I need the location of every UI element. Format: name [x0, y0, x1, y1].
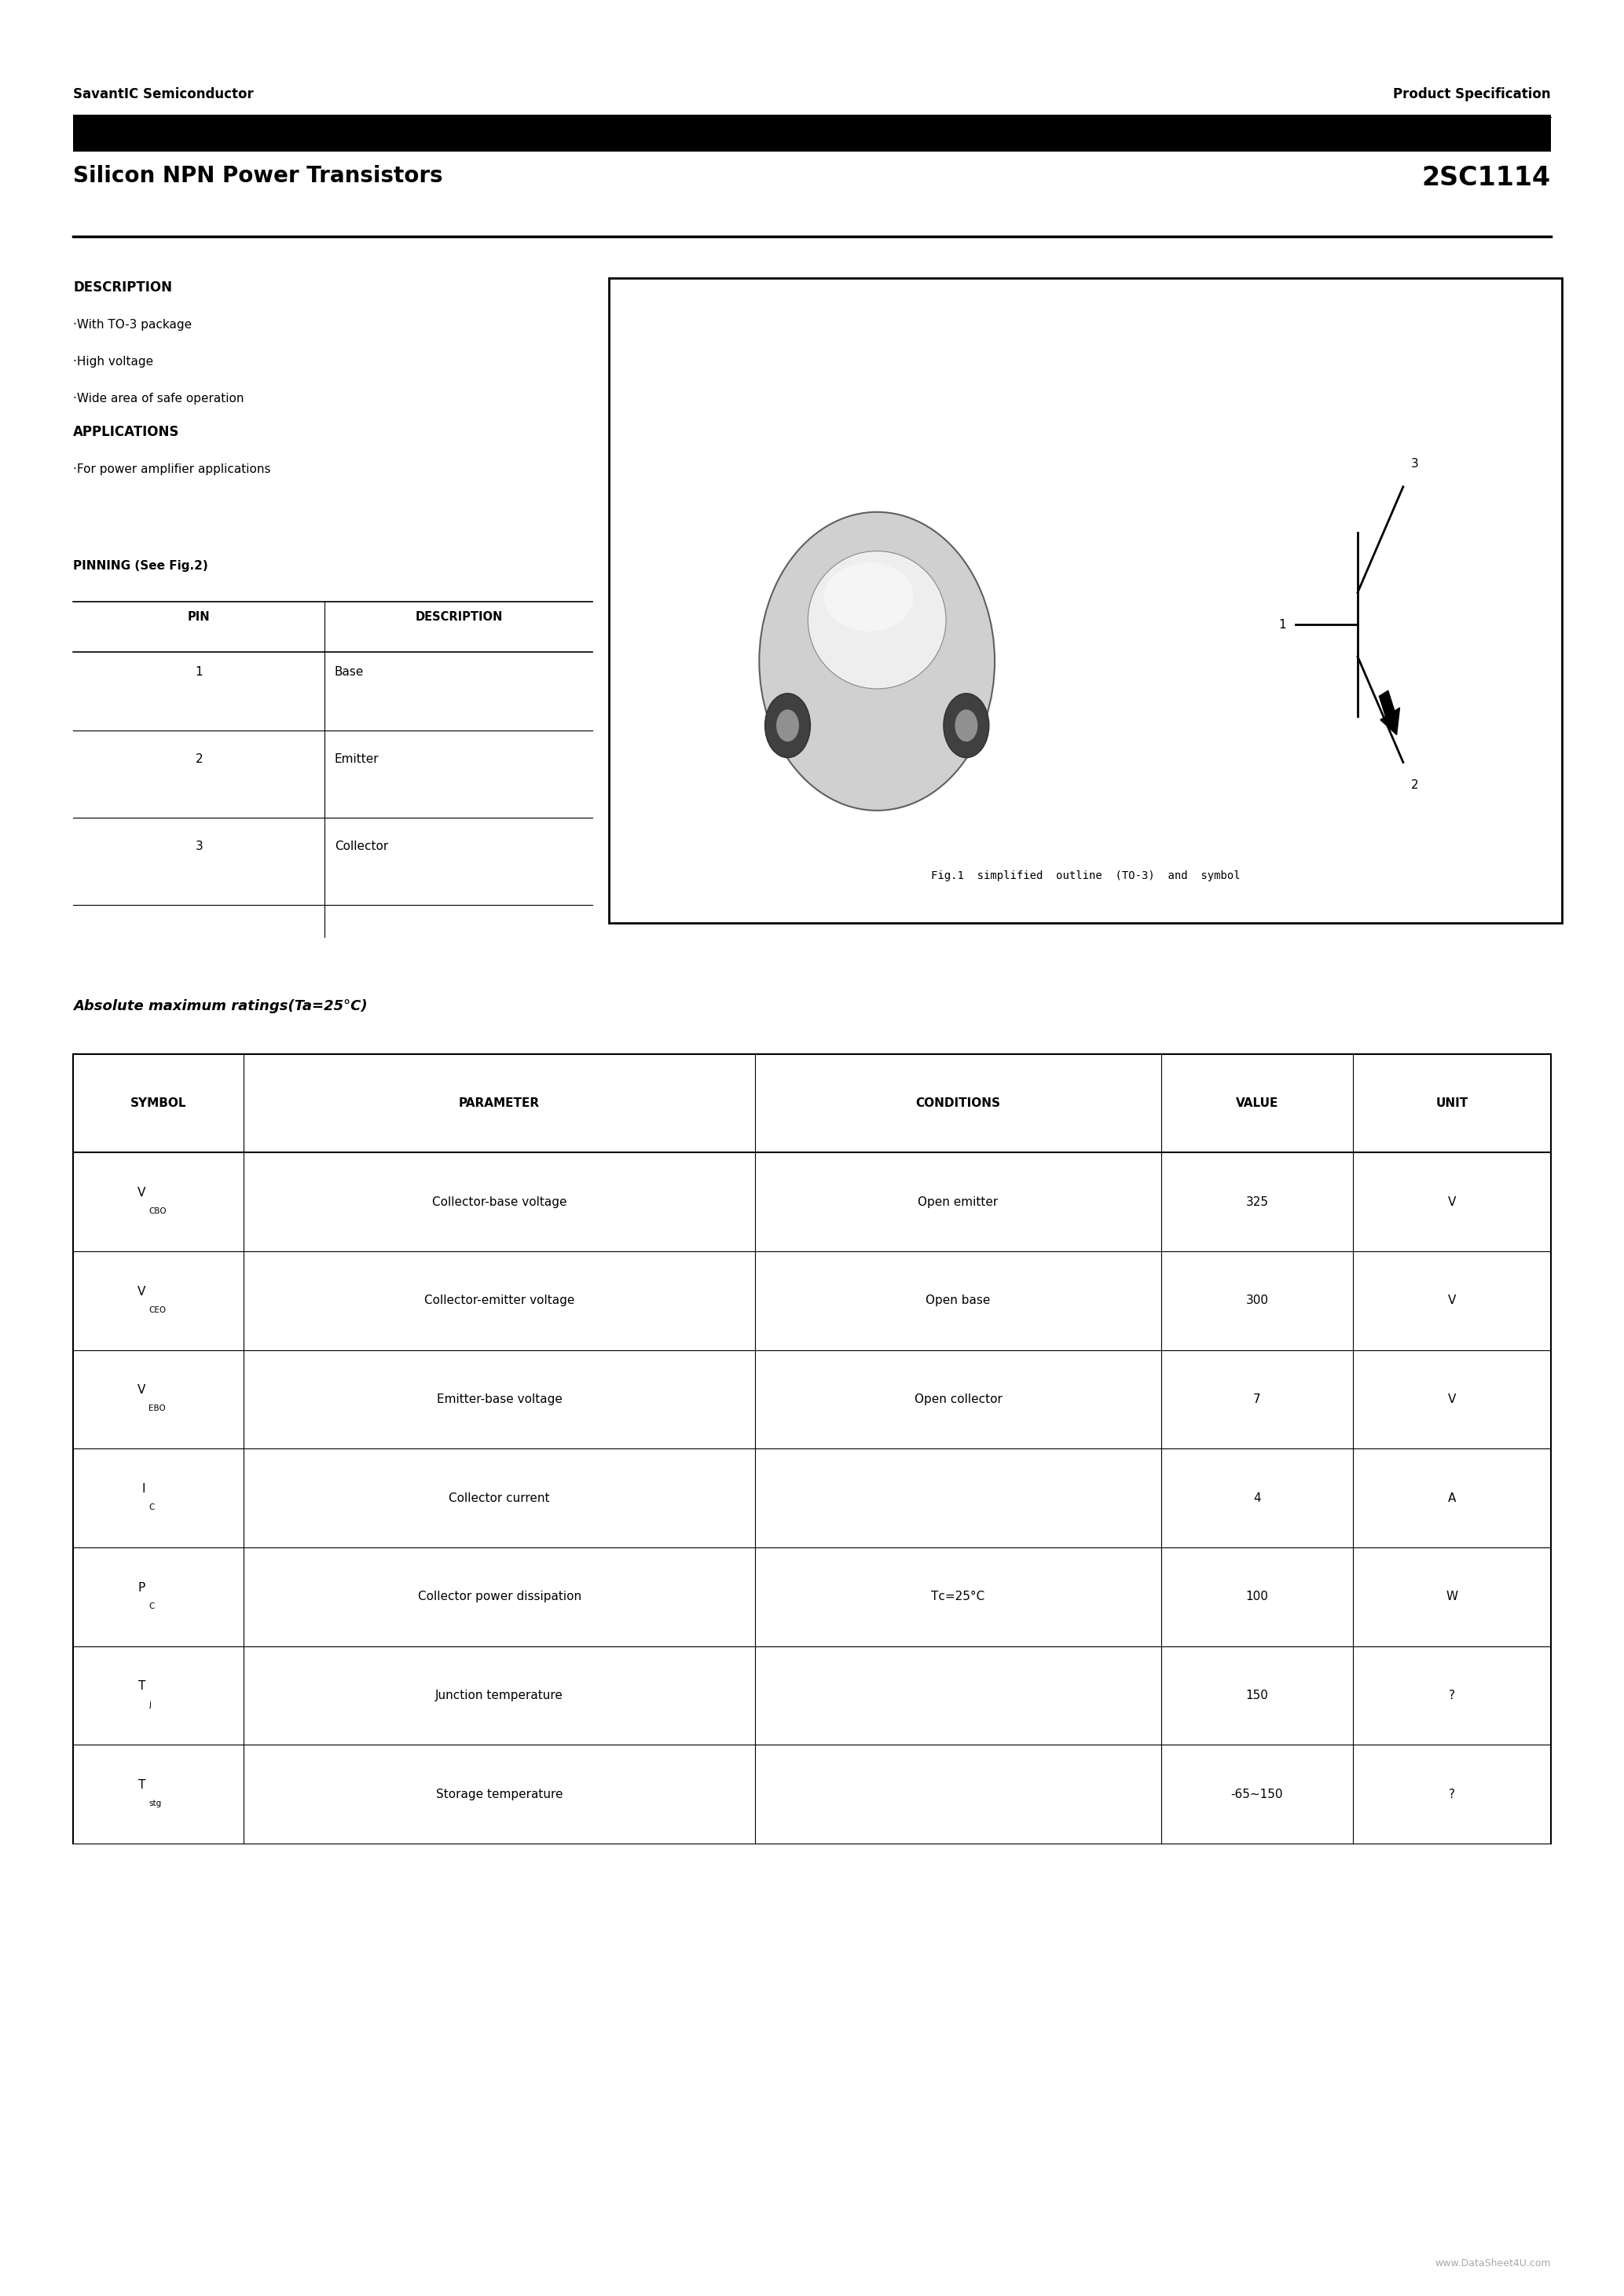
Text: APPLICATIONS: APPLICATIONS: [73, 425, 179, 439]
Text: www.DataSheet4U.com: www.DataSheet4U.com: [1436, 2259, 1551, 2268]
Text: PIN: PIN: [188, 611, 209, 622]
Text: -65~150: -65~150: [1231, 1789, 1283, 1800]
Text: P: P: [138, 1582, 146, 1593]
Text: 300: 300: [1246, 1295, 1268, 1306]
Text: Collector-base voltage: Collector-base voltage: [432, 1196, 567, 1208]
Text: 1: 1: [195, 666, 203, 677]
Circle shape: [944, 693, 989, 758]
Ellipse shape: [760, 512, 994, 810]
Text: Collector current: Collector current: [448, 1492, 551, 1504]
Text: V: V: [1447, 1295, 1457, 1306]
Text: Collector power dissipation: Collector power dissipation: [417, 1591, 581, 1603]
Circle shape: [765, 693, 810, 758]
Text: 1: 1: [1278, 618, 1286, 631]
Text: EBO: EBO: [148, 1405, 166, 1412]
Text: Collector: Collector: [335, 840, 388, 852]
Text: CONDITIONS: CONDITIONS: [916, 1097, 1000, 1109]
Text: SavantIC Semiconductor: SavantIC Semiconductor: [73, 87, 253, 101]
Text: Open base: Open base: [926, 1295, 991, 1306]
Text: T: T: [138, 1779, 146, 1791]
Text: 4: 4: [1254, 1492, 1260, 1504]
Text: Absolute maximum ratings(Ta=25°C): Absolute maximum ratings(Ta=25°C): [73, 999, 367, 1013]
Text: Fig.1  simplified  outline  (TO-3)  and  symbol: Fig.1 simplified outline (TO-3) and symb…: [931, 870, 1241, 882]
Text: Emitter-base voltage: Emitter-base voltage: [437, 1394, 562, 1405]
Text: VALUE: VALUE: [1236, 1097, 1278, 1109]
Text: 2: 2: [1411, 778, 1419, 792]
Text: T: T: [138, 1681, 146, 1692]
Text: 2: 2: [195, 753, 203, 765]
Bar: [609, 278, 1562, 923]
FancyArrow shape: [1379, 691, 1400, 735]
Circle shape: [776, 709, 799, 742]
Text: PINNING (See Fig.2): PINNING (See Fig.2): [73, 560, 208, 572]
Text: CEO: CEO: [148, 1306, 166, 1313]
Text: 150: 150: [1246, 1690, 1268, 1701]
Text: Collector-emitter voltage: Collector-emitter voltage: [424, 1295, 575, 1306]
Text: I: I: [141, 1483, 146, 1495]
Text: DESCRIPTION: DESCRIPTION: [73, 280, 172, 294]
Text: PARAMETER: PARAMETER: [460, 1097, 539, 1109]
Text: stg: stg: [148, 1800, 161, 1807]
Text: V: V: [136, 1187, 146, 1199]
Text: Product Specification: Product Specification: [1393, 87, 1551, 101]
Bar: [73, 115, 1551, 152]
Text: 2SC1114: 2SC1114: [1423, 165, 1551, 191]
Text: 7: 7: [1254, 1394, 1260, 1405]
Text: Storage temperature: Storage temperature: [435, 1789, 564, 1800]
Text: 100: 100: [1246, 1591, 1268, 1603]
Text: C: C: [148, 1603, 154, 1609]
Text: Base: Base: [335, 666, 364, 677]
Text: Tᴄ=25°C: Tᴄ=25°C: [931, 1591, 986, 1603]
Text: ·With TO-3 package: ·With TO-3 package: [73, 319, 192, 331]
Text: Open collector: Open collector: [914, 1394, 1002, 1405]
Text: 325: 325: [1246, 1196, 1268, 1208]
Ellipse shape: [809, 551, 945, 689]
Text: SYMBOL: SYMBOL: [130, 1097, 187, 1109]
Circle shape: [955, 709, 978, 742]
Text: ·Wide area of safe operation: ·Wide area of safe operation: [73, 393, 244, 404]
Text: V: V: [1447, 1196, 1457, 1208]
Text: 3: 3: [1411, 457, 1419, 471]
Text: Emitter: Emitter: [335, 753, 378, 765]
Text: CBO: CBO: [148, 1208, 166, 1215]
Text: V: V: [1447, 1394, 1457, 1405]
Text: DESCRIPTION: DESCRIPTION: [416, 611, 502, 622]
Text: 3: 3: [195, 840, 203, 852]
Text: ·For power amplifier applications: ·For power amplifier applications: [73, 464, 271, 475]
Text: ?: ?: [1449, 1690, 1455, 1701]
Text: W: W: [1445, 1591, 1458, 1603]
Text: Junction temperature: Junction temperature: [435, 1690, 564, 1701]
Text: C: C: [148, 1504, 154, 1511]
Text: V: V: [136, 1286, 146, 1297]
Text: UNIT: UNIT: [1436, 1097, 1468, 1109]
Text: ·High voltage: ·High voltage: [73, 356, 153, 367]
Text: A: A: [1447, 1492, 1457, 1504]
Ellipse shape: [823, 563, 913, 631]
Text: Silicon NPN Power Transistors: Silicon NPN Power Transistors: [73, 165, 443, 188]
Text: V: V: [136, 1384, 146, 1396]
Text: j: j: [148, 1701, 151, 1708]
Text: ?: ?: [1449, 1789, 1455, 1800]
Text: Open emitter: Open emitter: [918, 1196, 999, 1208]
